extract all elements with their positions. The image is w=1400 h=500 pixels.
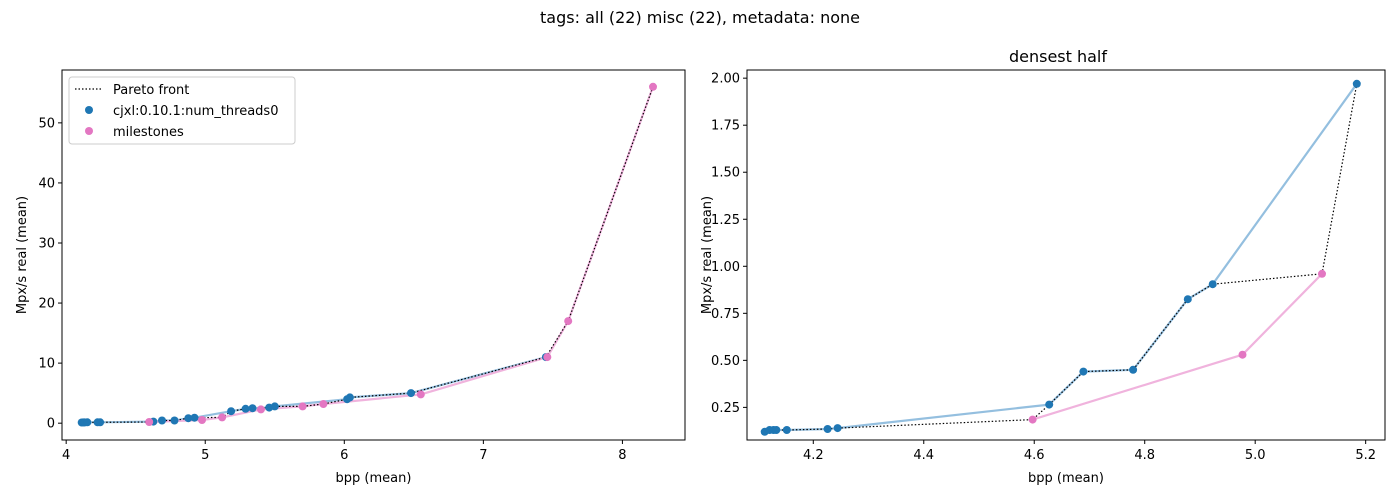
x-tick-label: 5.0 [1245,448,1266,463]
cjxl-point [227,407,236,416]
x-tick-label: 5.2 [1355,448,1376,463]
cjxl-point [1129,365,1138,374]
cjxl-point [1208,280,1217,289]
milestones-point [1028,415,1037,424]
axes-frame-right [746,69,1386,441]
cjxl-line [764,83,1358,433]
milestones-point [319,400,328,408]
x-tick-label: 4.4 [913,448,934,463]
y-tick-label: 1.25 [711,213,740,228]
chart-panel-left: 4 5 6 7 8 0 10 20 30 40 50 bpp (mean) Mpx/s real … [15,69,686,486]
y-tick-label: 10 [38,357,55,372]
x-tick-label: 6 [340,448,348,463]
cjxl-point [782,426,791,434]
cjxl-point [248,404,257,413]
milestones-point [1238,350,1247,359]
legend-milestones-swatch [85,127,93,135]
x-tick-label: 5 [201,448,209,463]
milestones-point [298,402,307,411]
milestones-point [145,418,154,426]
milestones-point [218,413,227,422]
cjxl-point [170,416,179,425]
y-tick-label: 50 [38,116,55,131]
x-tick-label: 4.2 [803,448,824,463]
cjxl-point [83,418,92,427]
cjxl-point [241,404,250,413]
y-ticks-left: 0 10 20 30 40 50 [38,116,62,432]
x-tick-label: 4.8 [1134,448,1155,463]
x-ticks-right: 4.2 4.4 4.6 4.8 5.0 5.2 [803,440,1376,463]
cjxl-point [158,416,166,425]
y-tick-label: 1.50 [711,166,740,181]
milestones-point [649,82,657,91]
legend-box [68,76,296,145]
y-tick-label: 0 [47,417,55,432]
cjxl-point [184,414,193,423]
cjxl-point [407,389,415,398]
cjxl-point [833,424,842,433]
milestones-point [543,353,552,362]
cjxl-point [1079,367,1088,376]
legend-label-pareto: Pareto front [113,83,189,98]
pareto-front-right [764,83,1358,433]
cjxl-point [190,413,199,422]
cjxl-line [81,356,547,424]
y-tick-label: 30 [38,236,55,251]
legend-label-milestones: milestones [113,125,184,140]
cjxl-point [345,393,354,402]
chart-panel-right: densest half 4.2 4.4 4.6 4.8 5.0 5.2 0.25 0.50… [700,47,1386,486]
cjxl-point [823,425,832,433]
x-axis-label-left: bpp (mean) [336,471,412,486]
y-tick-label: 20 [38,297,55,312]
milestones-point [564,317,573,326]
x-axis-label-right: bpp (mean) [1028,471,1104,486]
legend-label-cjxl: cjxl:0.10.1:num_threads0 [113,104,278,119]
pareto-front-line [764,83,1358,433]
cjxl-point [772,426,781,434]
milestones-point [198,416,206,424]
cjxl-point [1045,400,1054,409]
cjxl-point [1352,79,1361,88]
y-tick-label: 1.75 [711,119,740,134]
y-tick-label: 2.00 [711,72,740,87]
y-tick-label: 1.00 [711,260,740,275]
x-tick-label: 4.6 [1024,448,1045,463]
figure-suptitle: tags: all (22) misc (22), metadata: none [540,8,860,27]
x-ticks-left: 4 5 6 7 8 [62,440,627,463]
x-tick-label: 7 [479,448,487,463]
y-tick-label: 0.75 [711,307,740,322]
cjxl-point [270,402,279,411]
y-tick-label: 40 [38,176,55,191]
y-axis-label-right: Mpx/s real (mean) [700,196,715,314]
legend: Pareto front cjxl:0.10.1:num_threads0 mi… [68,76,296,145]
milestones-line [1032,273,1323,421]
data-points-right [760,79,1361,436]
legend-cjxl-swatch [85,106,93,114]
y-axis-label-left: Mpx/s real (mean) [15,196,30,314]
data-points-left [77,82,657,427]
y-ticks-right: 0.25 0.50 0.75 1.00 1.25 1.50 1.75 2.00 [711,72,747,416]
x-tick-label: 4 [62,448,70,463]
milestones-point [1318,269,1326,278]
milestones-point [416,390,425,399]
chart-title-right: densest half [1009,47,1107,66]
x-tick-label: 8 [618,448,626,463]
cjxl-point [1183,295,1192,304]
milestones-point [256,405,265,414]
series-lines-right [764,83,1358,433]
axes-frame-left [61,69,686,441]
y-tick-label: 0.25 [711,401,740,416]
cjxl-point [96,418,105,427]
y-tick-label: 0.50 [711,354,740,369]
